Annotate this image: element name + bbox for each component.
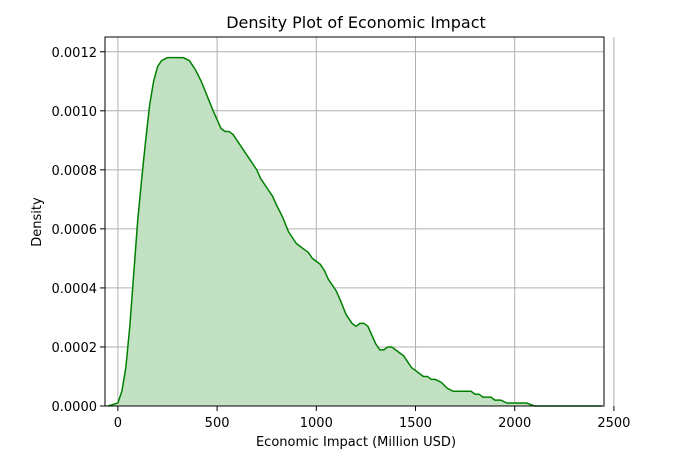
x-tick-label: 1500 xyxy=(399,416,432,431)
chart-title: Density Plot of Economic Impact xyxy=(226,13,486,32)
x-axis-title: Economic Impact (Million USD) xyxy=(256,435,456,450)
x-tick-label: 500 xyxy=(205,416,230,431)
x-tick-label: 0 xyxy=(114,416,122,431)
y-tick-label: 0.0002 xyxy=(52,341,98,356)
y-tick-label: 0.0006 xyxy=(52,223,98,238)
y-tick-label: 0.0008 xyxy=(52,164,98,179)
x-tick-label: 2500 xyxy=(597,416,630,431)
density-fill-area xyxy=(107,57,603,406)
y-tick-label: 0.0004 xyxy=(52,282,98,297)
y-axis-title: Density xyxy=(30,197,45,247)
plot-frame xyxy=(104,36,605,407)
x-tick-label: 1000 xyxy=(300,416,333,431)
density-line xyxy=(107,56,603,407)
x-tick-label: 2000 xyxy=(498,416,531,431)
y-tick-label: 0.0000 xyxy=(52,400,98,415)
y-axis-ticks: 0.0000 0.0002 0.0004 0.0006 0.0008 0.0010 0.00… xyxy=(52,46,105,415)
y-tick-label: 0.0010 xyxy=(52,105,98,120)
y-tick-label: 0.0012 xyxy=(52,46,98,61)
x-axis-ticks: 0 500 1000 1500 2000 2500 xyxy=(114,406,630,431)
